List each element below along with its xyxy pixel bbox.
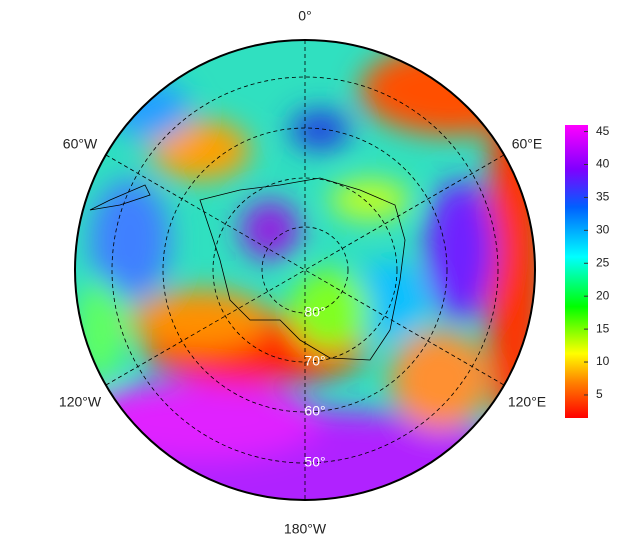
colorbar-tick-label: 30	[596, 223, 610, 237]
colorbar-tick-label: 5	[596, 387, 603, 401]
map-border	[74, 39, 536, 501]
lat-label: 70°	[304, 353, 325, 369]
colorbar-tick-label: 10	[596, 354, 610, 368]
colorbar-tick-label: 40	[596, 157, 610, 171]
lat-label: 60°	[304, 403, 325, 419]
colorbar-tick-label: 25	[596, 255, 610, 269]
lat-label: 50°	[304, 454, 325, 470]
colorbar-tick-label: 35	[596, 190, 610, 204]
lat-label: 80°	[304, 304, 325, 320]
graticule	[105, 40, 505, 500]
lon-label: 0°	[298, 8, 311, 24]
colorbar-tick-label: 20	[596, 288, 610, 302]
colorbar-tick-label: 15	[596, 321, 610, 335]
lon-label: 120°E	[508, 394, 546, 410]
lon-label: 120°W	[59, 394, 102, 410]
lon-label: 180°W	[284, 521, 327, 537]
colorbar	[565, 125, 588, 418]
colorbar-tick-label: 45	[596, 124, 610, 138]
lon-label: 60°E	[512, 136, 543, 152]
lon-label: 60°W	[63, 136, 98, 152]
